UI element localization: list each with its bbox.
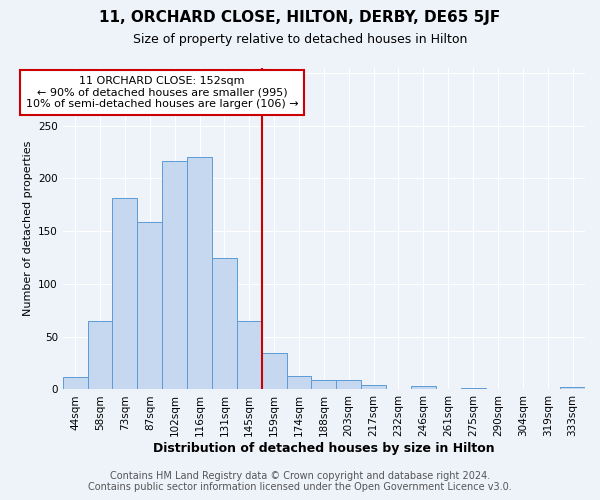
Text: Size of property relative to detached houses in Hilton: Size of property relative to detached ho… (133, 32, 467, 46)
Bar (337, 380, 361, 390)
Bar (137, 222, 162, 390)
X-axis label: Distribution of detached houses by size in Hilton: Distribution of detached houses by size … (153, 442, 494, 455)
Bar (461, 388, 485, 390)
Y-axis label: Number of detached properties: Number of detached properties (23, 141, 32, 316)
Bar (112, 198, 137, 390)
Bar (212, 258, 237, 390)
Bar (63, 377, 88, 390)
Text: 11 ORCHARD CLOSE: 152sqm
← 90% of detached houses are smaller (995)
10% of semi-: 11 ORCHARD CLOSE: 152sqm ← 90% of detach… (26, 76, 299, 109)
Bar (237, 321, 262, 390)
Bar (287, 376, 311, 390)
Bar (560, 388, 585, 390)
Bar (187, 157, 212, 390)
Text: 11, ORCHARD CLOSE, HILTON, DERBY, DE65 5JF: 11, ORCHARD CLOSE, HILTON, DERBY, DE65 5… (100, 10, 500, 25)
Bar (411, 386, 436, 390)
Bar (88, 321, 112, 390)
Text: Contains HM Land Registry data © Crown copyright and database right 2024.
Contai: Contains HM Land Registry data © Crown c… (88, 471, 512, 492)
Bar (262, 352, 287, 390)
Bar (361, 385, 386, 390)
Bar (162, 162, 187, 390)
Bar (311, 380, 337, 390)
